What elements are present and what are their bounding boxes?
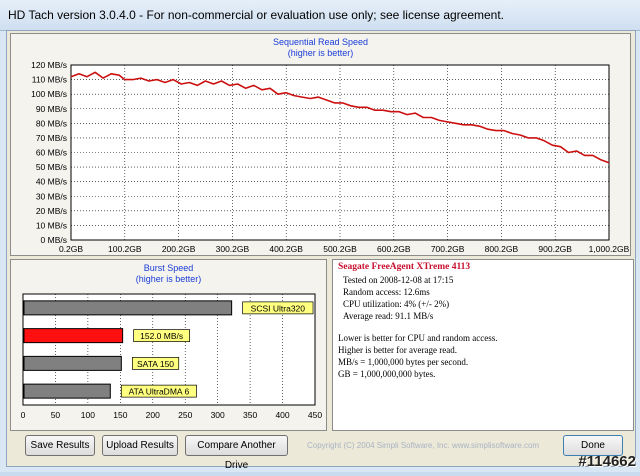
burst-chart-title-text: Burst Speed [143, 263, 194, 273]
burst-bar [23, 383, 111, 399]
sequential-read-chart: 0 MB/s 10 MB/s 20 MB/s 30 MB/s 40 MB/s 50 MB/… [31, 60, 630, 254]
y-tick-label: 40 MB/s [36, 177, 67, 187]
average-read-text: Average read: 91.1 MB/s [343, 311, 434, 321]
burst-x-tick-label: 200 [146, 410, 160, 420]
read-chart-title: Sequential Read Speed (higher is better) [11, 37, 630, 59]
y-tick-label: 30 MB/s [36, 191, 67, 201]
burst-bar [23, 328, 124, 344]
note-line: GB = 1,000,000,000 bytes. [338, 369, 436, 379]
burst-label-box [133, 329, 190, 342]
burst-chart-title: Burst Speed (higher is better) [11, 263, 326, 285]
y-tick-label: 50 MB/s [36, 162, 67, 172]
burst-x-tick-label: 150 [113, 410, 127, 420]
read-chart-subtitle: (higher is better) [287, 48, 354, 58]
y-tick-label: 90 MB/s [36, 104, 67, 114]
burst-x-tick-label: 0 [21, 410, 26, 420]
burst-bar-label: 152.0 MB/s [140, 331, 183, 341]
note-line: MB/s = 1,000,000 bytes per second. [338, 357, 469, 367]
save-results-button[interactable]: Save Results [25, 435, 95, 456]
burst-x-tick-label: 450 [308, 410, 322, 420]
y-tick-label: 80 MB/s [36, 118, 67, 128]
x-tick-label: 600.2GB [377, 244, 411, 254]
burst-x-tick-label: 350 [243, 410, 257, 420]
burst-bar [23, 355, 122, 371]
x-tick-label: 500.2GB [323, 244, 357, 254]
random-access-text: Random access: 12.6ms [343, 287, 430, 297]
x-tick-label: 200.2GB [162, 244, 196, 254]
y-tick-label: 20 MB/s [36, 206, 67, 216]
burst-speed-chart: 0 50 100 150 200 250 300 350 400 450 SCSI Ultra320… [21, 293, 322, 420]
burst-bar-label: SATA 150 [137, 359, 174, 369]
y-tick-label: 0 MB/s [41, 235, 67, 245]
read-chart-title-text: Sequential Read Speed [272, 37, 369, 47]
note-line: Lower is better for CPU and random acces… [338, 333, 498, 343]
x-tick-label: 300.2GB [216, 244, 250, 254]
x-tick-label: 100.2GB [108, 244, 142, 254]
watermark-text: #114662 [578, 453, 636, 470]
note-line: Higher is better for average read. [338, 345, 457, 355]
compare-another-drive-button[interactable]: Compare Another Drive [185, 435, 288, 471]
x-tick-label: 800.2GB [485, 244, 519, 254]
window-title: HD Tach version 3.0.4.0 - For non-commer… [8, 8, 505, 22]
tested-on-text: Tested on 2008-12-08 at 17:15 [343, 275, 454, 285]
y-tick-label: 70 MB/s [36, 133, 67, 143]
copyright-text: Copyright (C) 2004 Simpli Software, Inc.… [307, 441, 540, 450]
drive-info-panel: Seagate FreeAgent XTreme 4113 Tested on … [332, 259, 634, 431]
x-tick-label: 1,000.2GB [589, 244, 630, 254]
x-tick-label: 400.2GB [269, 244, 303, 254]
y-tick-label: 100 MB/s [31, 89, 67, 99]
burst-x-tick-label: 250 [178, 410, 192, 420]
burst-bar-label: ATA UltraDMA 6 [129, 387, 190, 397]
burst-label-box [242, 301, 314, 315]
burst-x-tick-label: 50 [51, 410, 61, 420]
burst-label-box [131, 357, 180, 370]
burst-chart-subtitle: (higher is better) [135, 274, 202, 284]
burst-label-box [120, 384, 197, 398]
burst-bar [23, 300, 233, 316]
window-client-area: Sequential Read Speed (higher is better)… [6, 30, 636, 471]
done-button[interactable]: Done [563, 435, 623, 456]
x-tick-label: 0.2GB [59, 244, 83, 254]
title-bar[interactable]: HD Tach version 3.0.4.0 - For non-commer… [0, 0, 640, 31]
upload-results-button[interactable]: Upload Results [102, 435, 178, 456]
burst-speed-panel: Burst Speed (higher is better) 0 50 100 150… [10, 259, 327, 431]
y-tick-label: 110 MB/s [32, 75, 67, 85]
cpu-utilization-text: CPU utilization: 4% (+/- 2%) [343, 299, 450, 309]
x-tick-label: 700.2GB [431, 244, 465, 254]
y-tick-label: 10 MB/s [36, 220, 67, 230]
read-speed-line [70, 71, 610, 164]
sequential-read-panel: Sequential Read Speed (higher is better)… [10, 33, 631, 256]
burst-bar-label: SCSI Ultra320 [251, 303, 306, 313]
y-tick-label: 120 MB/s [31, 60, 67, 70]
burst-x-tick-label: 300 [211, 410, 225, 420]
x-tick-label: 900.2GB [538, 244, 572, 254]
drive-name: Seagate FreeAgent XTreme 4113 [338, 262, 471, 272]
burst-x-tick-label: 400 [275, 410, 289, 420]
y-tick-label: 60 MB/s [36, 148, 67, 158]
burst-x-tick-label: 100 [81, 410, 95, 420]
